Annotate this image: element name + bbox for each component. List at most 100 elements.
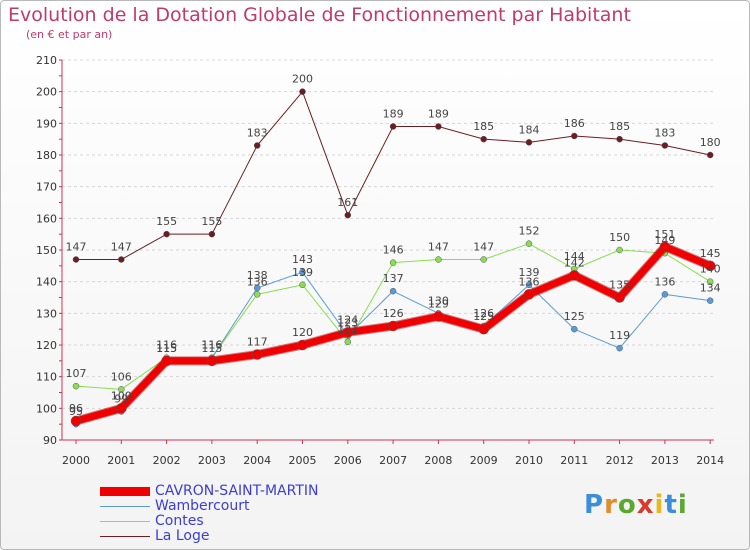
data-point (525, 281, 533, 289)
data-point (659, 241, 671, 253)
data-point (72, 256, 80, 263)
data-point (389, 287, 397, 295)
data-point (118, 386, 125, 393)
data-label: 119 (609, 329, 630, 342)
logo-letter: i (654, 490, 665, 520)
data-label: 149 (654, 234, 675, 247)
y-tick-label: 90 (43, 434, 57, 447)
data-point (569, 270, 580, 281)
y-tick-label: 120 (36, 339, 57, 352)
data-point (253, 142, 261, 149)
logo-letter: o (617, 490, 637, 520)
data-label: 123 (337, 317, 358, 330)
data-point (614, 292, 625, 303)
logo-letter: t (664, 490, 678, 520)
x-tick-label: 2011 (560, 454, 588, 467)
data-label: 140 (700, 263, 721, 276)
data-point (253, 291, 261, 298)
data-label: 180 (700, 136, 721, 149)
data-point (480, 135, 487, 143)
data-label: 155 (156, 215, 177, 228)
data-label: 116 (156, 339, 177, 352)
data-label: 120 (292, 326, 313, 339)
logo-letter: i (677, 490, 688, 520)
data-label: 150 (609, 231, 630, 244)
chart-title: Evolution de la Dotation Globale de Fonc… (8, 4, 631, 26)
data-point (387, 320, 399, 332)
data-label: 100 (111, 389, 132, 402)
data-point (433, 311, 444, 322)
x-tick-label: 2010 (515, 454, 543, 467)
data-point (116, 403, 127, 414)
x-tick-label: 2002 (153, 454, 181, 467)
data-label: 106 (111, 370, 132, 383)
data-label: 129 (428, 298, 449, 311)
y-tick-label: 130 (36, 307, 57, 320)
data-label: 125 (473, 310, 494, 323)
data-label: 185 (609, 120, 630, 133)
data-point (571, 132, 578, 140)
data-label: 139 (292, 266, 313, 279)
data-point (523, 289, 535, 300)
data-point (435, 256, 442, 263)
y-tick-label: 200 (36, 86, 57, 99)
x-tick-label: 2013 (651, 454, 679, 467)
data-label: 152 (519, 225, 540, 238)
data-label: 185 (473, 120, 494, 133)
x-tick-label: 2004 (243, 454, 271, 467)
x-tick-label: 2012 (606, 454, 634, 467)
data-point (297, 339, 308, 351)
legend-label-contes: Contes (155, 513, 204, 529)
legend-label-wambercourt: Wambercourt (155, 498, 250, 514)
data-point (704, 260, 716, 272)
data-point (72, 382, 80, 390)
data-label: 99 (114, 393, 128, 406)
y-tick-label: 210 (36, 54, 57, 67)
data-label: 136 (247, 275, 268, 288)
data-point (706, 297, 714, 304)
data-label: 125 (564, 310, 585, 323)
data-label: 115 (156, 342, 177, 355)
data-point (253, 284, 261, 292)
data-point (299, 268, 306, 276)
legend-swatch-la-loge (100, 536, 150, 537)
data-label: 130 (428, 294, 449, 307)
data-label: 151 (654, 228, 675, 241)
y-tick-label: 140 (36, 276, 57, 289)
data-label: 183 (654, 127, 675, 140)
x-tick-label: 2000 (62, 454, 90, 467)
data-label: 155 (201, 215, 222, 228)
y-tick-label: 100 (36, 402, 57, 415)
data-label: 147 (66, 241, 87, 254)
legend-label-cavron: CAVRON-SAINT-MARTIN (155, 483, 319, 499)
data-point (706, 151, 714, 159)
legend-swatch-wambercourt (100, 506, 150, 507)
data-point (389, 259, 397, 266)
y-tick-label: 170 (36, 181, 57, 194)
data-point (161, 355, 172, 367)
logo-letter: x (636, 490, 655, 520)
x-tick-label: 2009 (470, 454, 498, 467)
data-label: 124 (337, 313, 358, 326)
y-tick-label: 110 (36, 371, 57, 384)
data-label: 142 (564, 256, 585, 269)
data-point (706, 278, 714, 285)
data-label: 116 (201, 339, 222, 352)
data-label: 136 (654, 275, 675, 288)
data-label: 147 (428, 241, 449, 254)
y-tick-label: 150 (36, 244, 57, 257)
data-label: 144 (564, 250, 585, 263)
data-label: 200 (292, 73, 313, 86)
data-label: 189 (383, 108, 404, 121)
proxiti-logo: Proxiti (584, 490, 688, 520)
data-label: 183 (247, 127, 268, 140)
data-label: 126 (473, 307, 494, 320)
data-point (344, 211, 352, 219)
data-label: 115 (201, 342, 222, 355)
data-label: 136 (519, 275, 540, 288)
data-label: 186 (564, 117, 585, 130)
legend-label-la-loge: La Loge (155, 528, 210, 544)
data-label: 146 (383, 244, 404, 257)
data-point (661, 291, 669, 298)
